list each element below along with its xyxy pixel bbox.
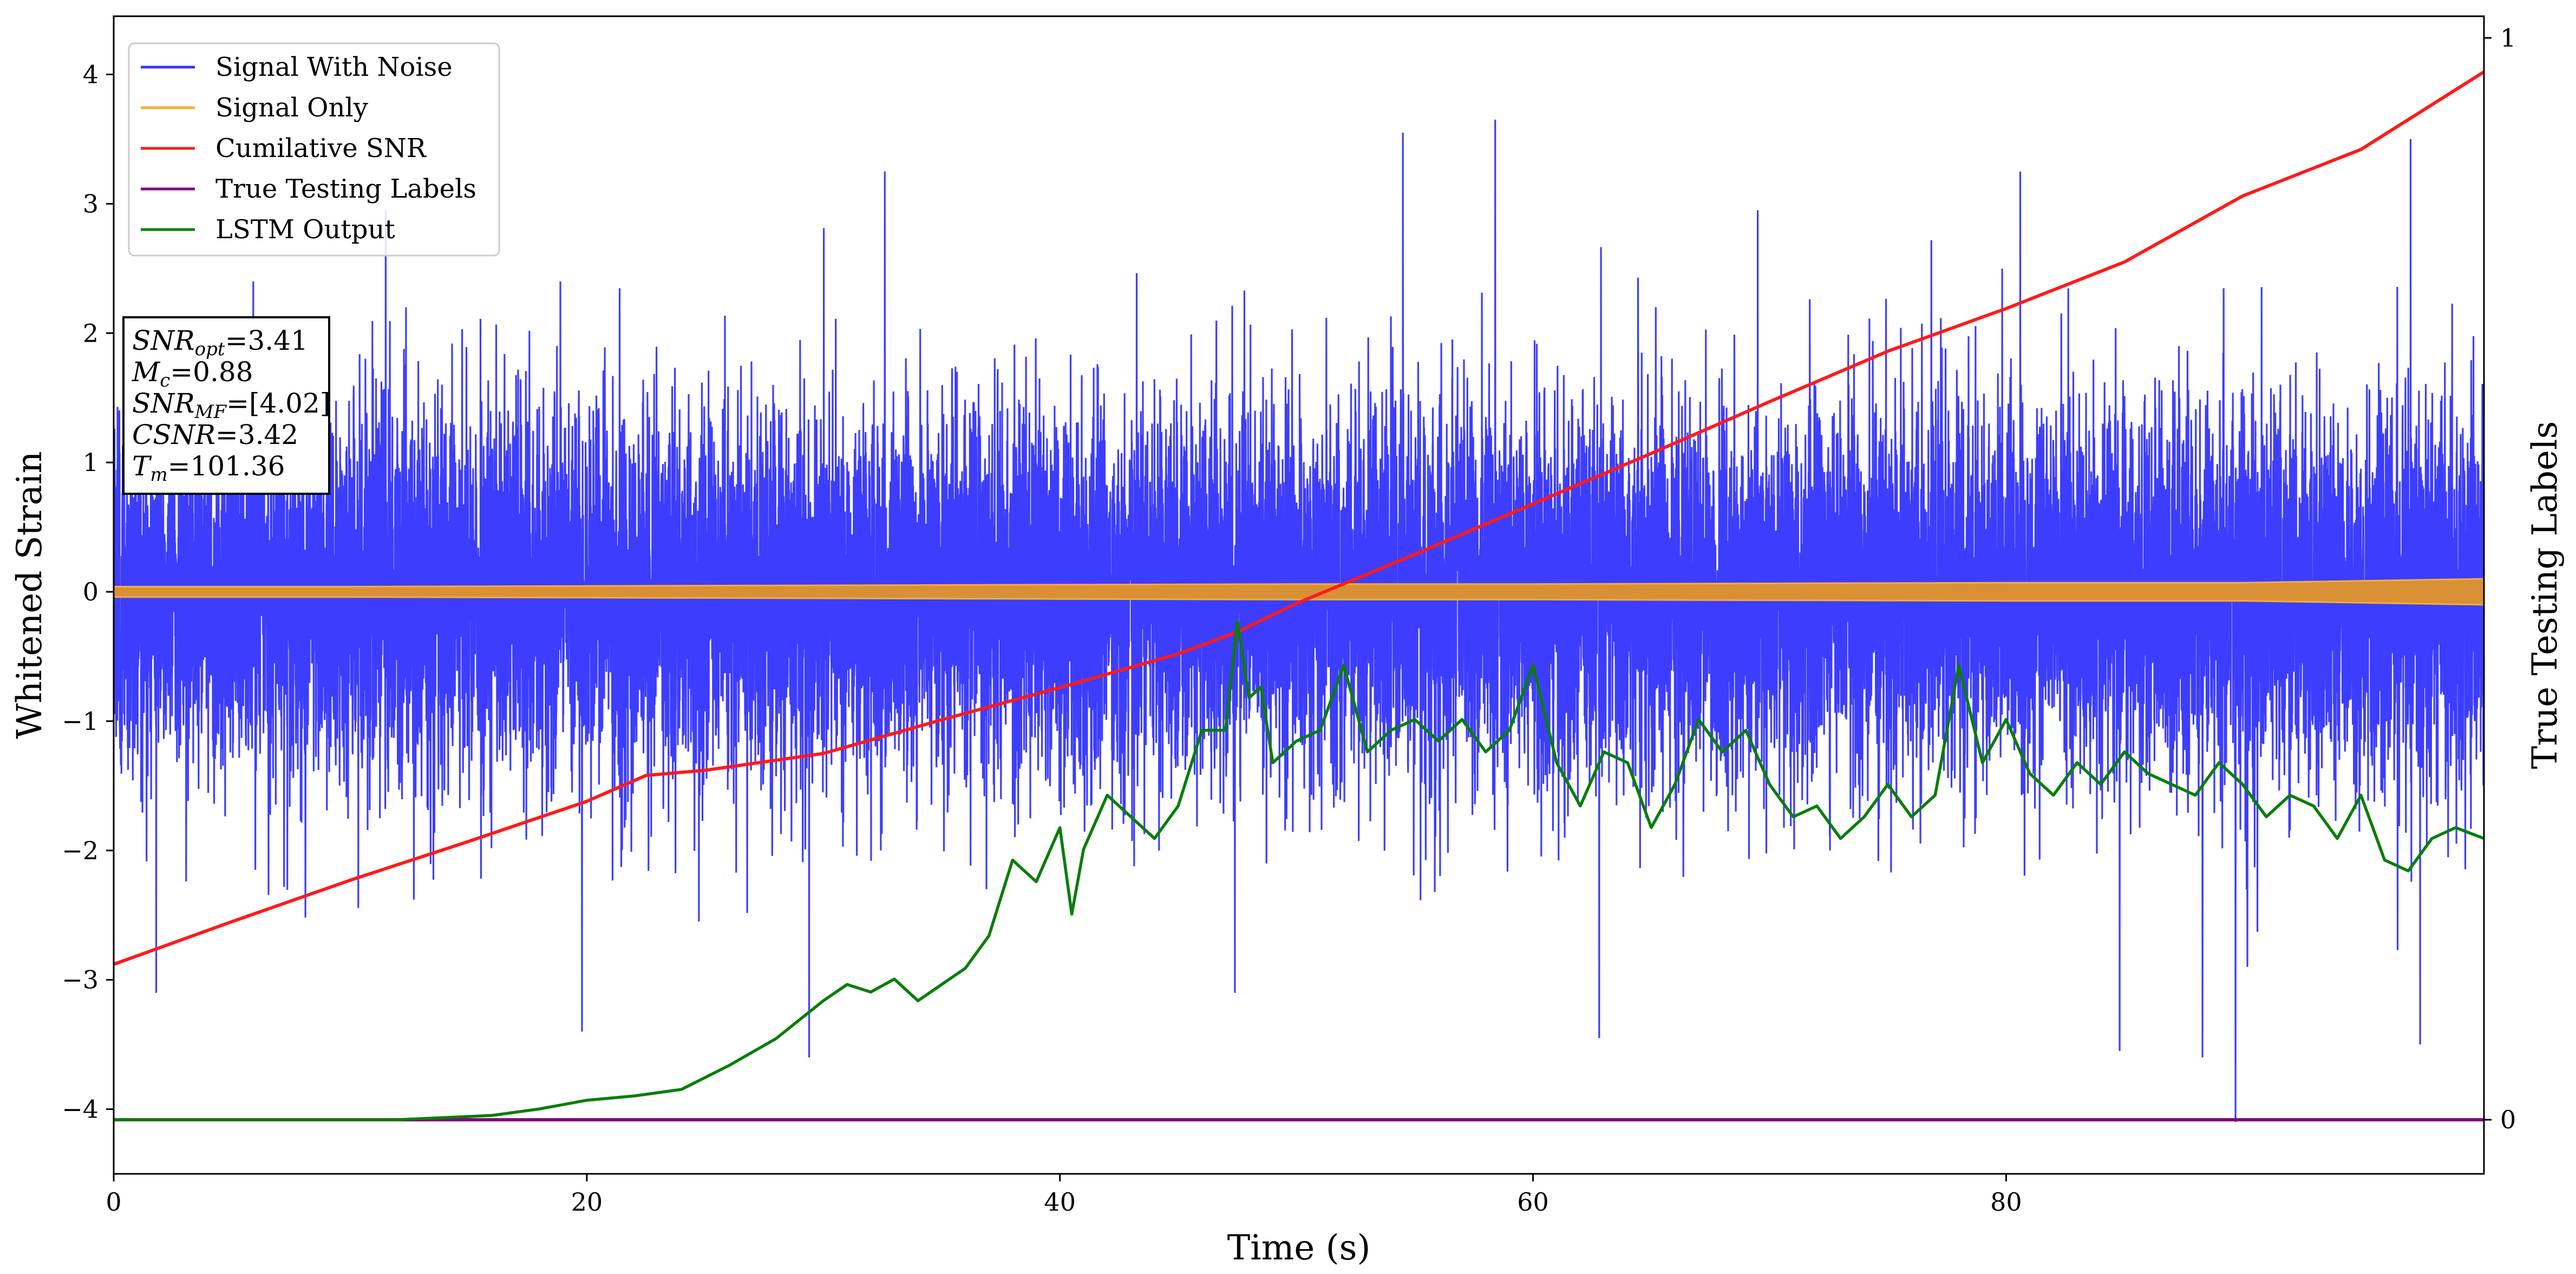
- annotation-subscript: MF: [194, 401, 227, 423]
- annotation-value: =3.41: [225, 325, 308, 356]
- y-axis-title: Whitened Strain: [10, 451, 50, 739]
- annotation-line: Mc=0.88: [132, 356, 253, 391]
- series-layer: [114, 70, 2484, 1122]
- annotation-subscript: opt: [195, 338, 225, 360]
- annotation-value: =0.88: [170, 356, 253, 388]
- annotation-subscript: c: [160, 370, 170, 391]
- x-tick-label: 0: [106, 1187, 121, 1217]
- y-tick-label: −2: [62, 836, 99, 865]
- x-tick-label: 60: [1517, 1187, 1549, 1217]
- x-axis-title: Time (s): [1227, 1228, 1371, 1268]
- y-tick-label: 1: [83, 448, 99, 477]
- annotation-label: SNR: [132, 325, 195, 356]
- legend: Signal With Noise Signal Only Cumilative S…: [128, 42, 500, 257]
- annotation-line: Tm=101.36: [132, 450, 285, 486]
- x-tick-label: 20: [571, 1187, 603, 1217]
- annotation-label: M: [132, 356, 161, 388]
- annotation-line: CSNR=3.42: [132, 419, 298, 450]
- legend-label: Signal With Noise: [215, 52, 453, 82]
- annotation-label: T: [132, 450, 152, 482]
- annotation-value: =101.36: [168, 450, 285, 482]
- series-lstm-output: [114, 620, 2484, 1121]
- y-tick-label: 4: [83, 60, 99, 89]
- plot-frame: [113, 15, 2485, 1175]
- y2-tick-label: 0: [2500, 1105, 2516, 1134]
- legend-label: True Testing Labels: [215, 174, 476, 204]
- legend-label: Cumilative SNR: [215, 133, 427, 164]
- y-tick-label: 0: [83, 577, 99, 606]
- y-tick-label: −1: [62, 707, 99, 736]
- y2-tick-label: 1: [2500, 23, 2516, 53]
- series-signal-only: [114, 578, 2484, 606]
- annotation-value: =3.42: [215, 419, 298, 450]
- y-tick-label: 3: [83, 189, 99, 218]
- x-tick-label: 40: [1044, 1187, 1076, 1217]
- y2-axis-title: True Testing Labels: [2525, 421, 2565, 769]
- y-tick-label: −3: [62, 965, 99, 995]
- annotation-line: SNRMF=[4.02]: [132, 388, 330, 423]
- legend-frame: [128, 42, 500, 257]
- annotation-label: SNR: [132, 388, 195, 419]
- x-tick-label: 80: [1990, 1187, 2022, 1217]
- annotation-label: CSNR: [132, 419, 215, 450]
- annotation-line: SNRopt=3.41: [132, 325, 308, 360]
- legend-label: Signal Only: [215, 93, 368, 123]
- annotation-value: =[4.02]: [226, 388, 330, 419]
- annotation-frame: [122, 316, 330, 495]
- legend-label: LSTM Output: [215, 214, 395, 245]
- y-tick-label: −4: [62, 1095, 99, 1124]
- y-tick-label: 2: [83, 318, 99, 348]
- series-signal-with-noise: [114, 120, 2484, 1122]
- annotation-box: SNRopt=3.41Mc=0.88SNRMF=[4.02]CSNR=3.42T…: [122, 316, 330, 495]
- annotation-subscript: m: [150, 464, 167, 486]
